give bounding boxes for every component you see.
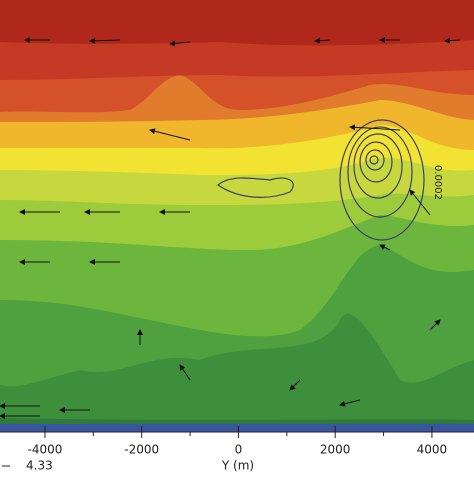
x-tick-label: -4000 bbox=[28, 443, 63, 457]
x-tick-label: 4000 bbox=[417, 443, 448, 457]
vector-label: 4.33 bbox=[26, 459, 53, 473]
x-tick-label: 0 bbox=[235, 443, 243, 457]
x-tick-label: 2000 bbox=[320, 443, 351, 457]
contour-label: 0.0002 bbox=[432, 165, 443, 200]
x-tick-label: -2000 bbox=[124, 443, 159, 457]
wind-vectors bbox=[0, 37, 461, 419]
contour-lines bbox=[217, 119, 425, 241]
x-axis-label: Y (m) bbox=[221, 459, 254, 473]
contour-fill bbox=[0, 0, 474, 432]
